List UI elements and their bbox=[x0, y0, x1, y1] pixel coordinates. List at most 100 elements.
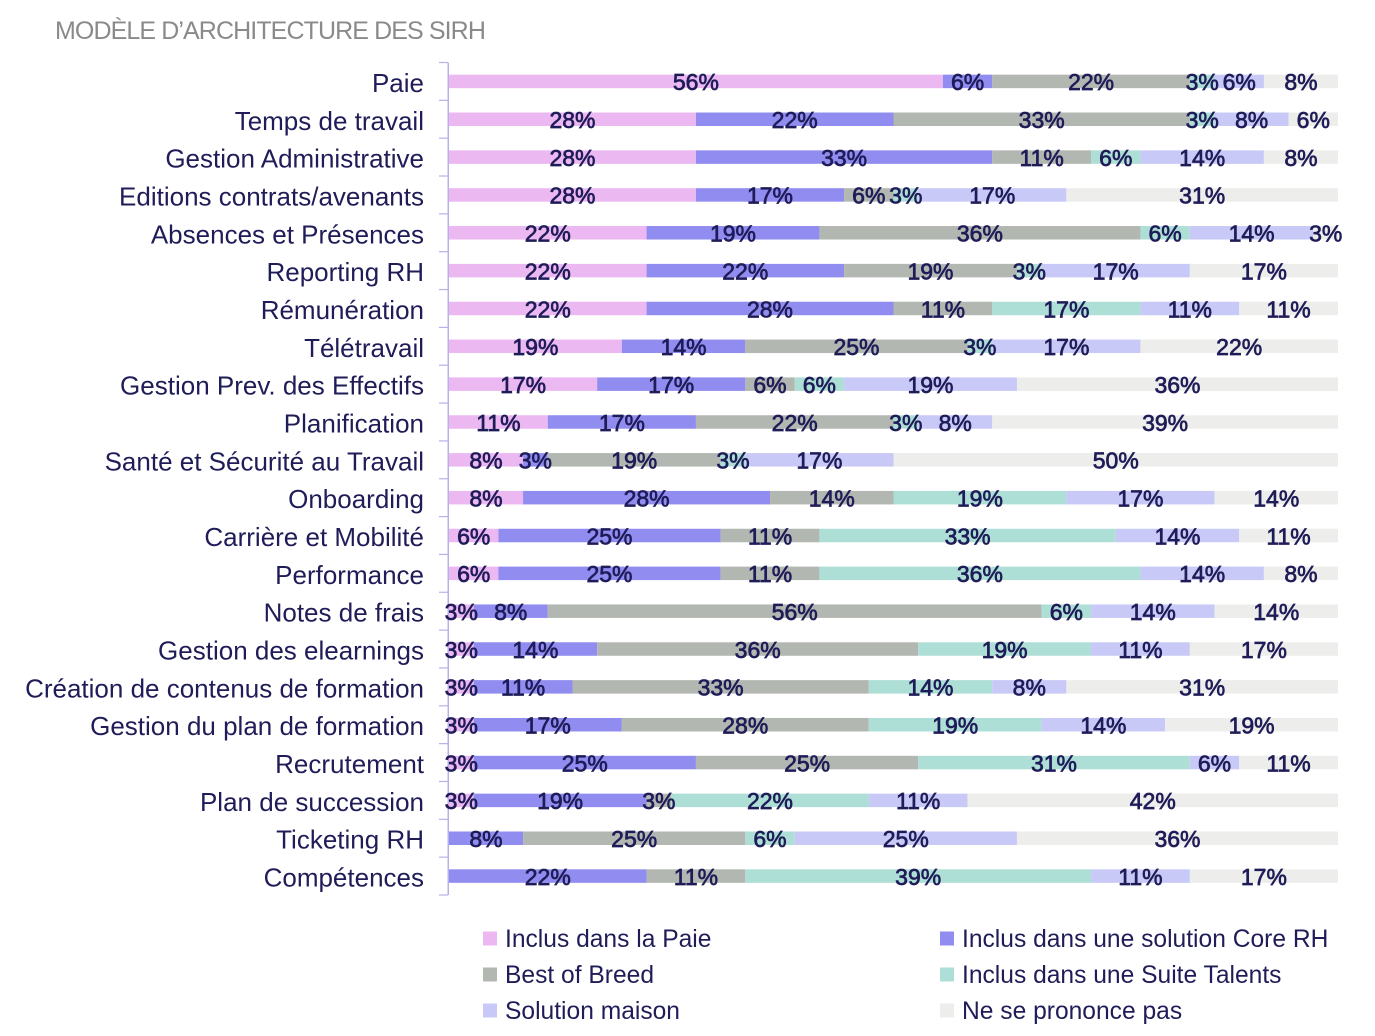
svg-text:Editions contrats/avenants: Editions contrats/avenants bbox=[119, 181, 424, 211]
svg-text:6%: 6% bbox=[1050, 599, 1083, 625]
svg-text:14%: 14% bbox=[907, 675, 953, 701]
svg-text:19%: 19% bbox=[957, 486, 1003, 512]
svg-text:11%: 11% bbox=[1168, 296, 1212, 322]
svg-text:17%: 17% bbox=[1117, 486, 1163, 512]
svg-text:Temps de travail: Temps de travail bbox=[235, 106, 424, 136]
svg-text:17%: 17% bbox=[1241, 637, 1287, 663]
svg-text:17%: 17% bbox=[796, 448, 842, 474]
svg-text:11%: 11% bbox=[921, 296, 965, 322]
svg-text:17%: 17% bbox=[599, 410, 645, 436]
svg-text:Recrutement: Recrutement bbox=[275, 749, 425, 779]
svg-text:Ticketing RH: Ticketing RH bbox=[276, 825, 424, 855]
svg-text:17%: 17% bbox=[969, 183, 1015, 209]
svg-text:14%: 14% bbox=[1179, 561, 1225, 587]
svg-text:14%: 14% bbox=[1253, 486, 1299, 512]
svg-text:39%: 39% bbox=[895, 864, 941, 890]
svg-text:Gestion des elearnings: Gestion des elearnings bbox=[158, 636, 424, 666]
svg-text:8%: 8% bbox=[469, 826, 502, 852]
svg-text:8%: 8% bbox=[939, 410, 972, 436]
svg-text:28%: 28% bbox=[549, 107, 595, 133]
svg-text:3%: 3% bbox=[445, 599, 478, 625]
svg-text:19%: 19% bbox=[611, 448, 657, 474]
svg-text:6%: 6% bbox=[1099, 145, 1132, 171]
svg-text:3%: 3% bbox=[889, 183, 922, 209]
svg-text:3%: 3% bbox=[445, 675, 478, 701]
svg-text:31%: 31% bbox=[1031, 750, 1077, 776]
svg-text:17%: 17% bbox=[500, 372, 546, 398]
svg-text:Télétravail: Télétravail bbox=[304, 333, 424, 363]
svg-text:3%: 3% bbox=[642, 788, 675, 814]
svg-text:19%: 19% bbox=[537, 788, 583, 814]
svg-text:Paie: Paie bbox=[372, 68, 424, 98]
svg-text:28%: 28% bbox=[722, 713, 768, 739]
svg-text:Carrière et Mobilité: Carrière et Mobilité bbox=[204, 522, 424, 552]
svg-text:3%: 3% bbox=[716, 448, 749, 474]
svg-text:22%: 22% bbox=[772, 410, 818, 436]
svg-text:25%: 25% bbox=[586, 561, 632, 587]
svg-text:6%: 6% bbox=[753, 372, 786, 398]
svg-text:8%: 8% bbox=[494, 599, 527, 625]
svg-text:3%: 3% bbox=[445, 788, 478, 814]
svg-text:Performance: Performance bbox=[275, 560, 424, 590]
svg-text:19%: 19% bbox=[710, 221, 756, 247]
svg-text:8%: 8% bbox=[1235, 107, 1268, 133]
svg-text:25%: 25% bbox=[586, 523, 632, 549]
svg-text:33%: 33% bbox=[1019, 107, 1065, 133]
svg-text:6%: 6% bbox=[753, 826, 786, 852]
svg-text:33%: 33% bbox=[945, 523, 991, 549]
svg-text:14%: 14% bbox=[1154, 523, 1200, 549]
svg-text:3%: 3% bbox=[889, 410, 922, 436]
svg-text:36%: 36% bbox=[735, 637, 781, 663]
svg-text:MODÈLE D’ARCHITECTURE DES SIRH: MODÈLE D’ARCHITECTURE DES SIRH bbox=[55, 16, 485, 45]
svg-text:Inclus dans une Suite Talents: Inclus dans une Suite Talents bbox=[962, 962, 1281, 989]
svg-text:36%: 36% bbox=[1154, 826, 1200, 852]
svg-text:Planification: Planification bbox=[284, 409, 424, 439]
svg-text:6%: 6% bbox=[1297, 107, 1330, 133]
svg-text:17%: 17% bbox=[1043, 296, 1089, 322]
svg-text:6%: 6% bbox=[457, 523, 490, 549]
svg-text:22%: 22% bbox=[525, 864, 571, 890]
svg-text:Création de contenus de format: Création de contenus de formation bbox=[25, 673, 424, 703]
svg-text:11%: 11% bbox=[1118, 864, 1162, 890]
svg-text:25%: 25% bbox=[611, 826, 657, 852]
svg-text:3%: 3% bbox=[963, 334, 996, 360]
svg-text:50%: 50% bbox=[1093, 448, 1139, 474]
svg-text:3%: 3% bbox=[445, 713, 478, 739]
svg-text:22%: 22% bbox=[525, 221, 571, 247]
svg-text:22%: 22% bbox=[1216, 334, 1262, 360]
svg-text:19%: 19% bbox=[907, 258, 953, 284]
svg-text:22%: 22% bbox=[1068, 69, 1114, 95]
svg-text:14%: 14% bbox=[1229, 221, 1275, 247]
svg-text:19%: 19% bbox=[982, 637, 1028, 663]
svg-text:Best of Breed: Best of Breed bbox=[505, 962, 654, 989]
svg-text:3%: 3% bbox=[1309, 221, 1342, 247]
svg-text:6%: 6% bbox=[852, 183, 885, 209]
svg-text:Rémunération: Rémunération bbox=[261, 295, 424, 325]
svg-text:Absences et Présences: Absences et Présences bbox=[151, 219, 424, 249]
svg-text:Notes de frais: Notes de frais bbox=[264, 598, 424, 628]
svg-text:33%: 33% bbox=[698, 675, 744, 701]
svg-text:11%: 11% bbox=[674, 864, 718, 890]
svg-text:11%: 11% bbox=[1266, 750, 1310, 776]
svg-text:Gestion Administrative: Gestion Administrative bbox=[165, 144, 424, 174]
svg-text:6%: 6% bbox=[1223, 69, 1256, 95]
svg-text:17%: 17% bbox=[648, 372, 694, 398]
svg-text:33%: 33% bbox=[821, 145, 867, 171]
svg-text:Solution maison: Solution maison bbox=[505, 998, 680, 1025]
svg-text:19%: 19% bbox=[907, 372, 953, 398]
svg-text:Onboarding: Onboarding bbox=[288, 484, 424, 514]
svg-text:3%: 3% bbox=[1186, 69, 1219, 95]
svg-text:11%: 11% bbox=[501, 675, 545, 701]
svg-text:14%: 14% bbox=[1130, 599, 1176, 625]
svg-text:31%: 31% bbox=[1179, 183, 1225, 209]
svg-text:14%: 14% bbox=[661, 334, 707, 360]
svg-text:6%: 6% bbox=[951, 69, 984, 95]
svg-text:22%: 22% bbox=[772, 107, 818, 133]
svg-text:Inclus dans la Paie: Inclus dans la Paie bbox=[505, 926, 711, 953]
svg-text:11%: 11% bbox=[748, 561, 792, 587]
svg-text:14%: 14% bbox=[1080, 713, 1126, 739]
svg-text:3%: 3% bbox=[1013, 258, 1046, 284]
svg-text:17%: 17% bbox=[1043, 334, 1089, 360]
svg-text:19%: 19% bbox=[512, 334, 558, 360]
svg-text:14%: 14% bbox=[1253, 599, 1299, 625]
